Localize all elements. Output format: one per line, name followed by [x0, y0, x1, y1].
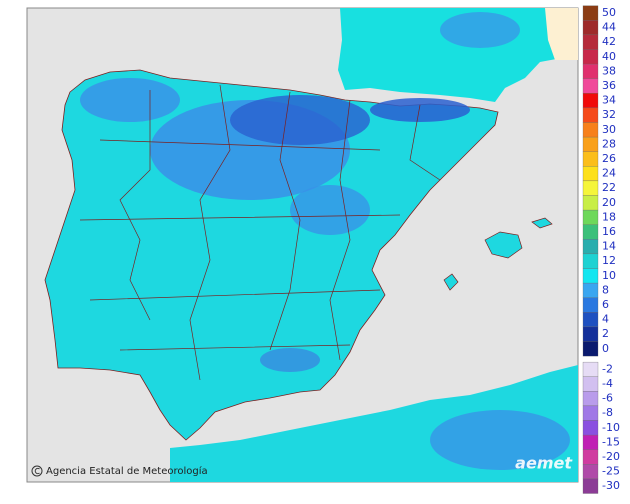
- legend-label: -15: [602, 435, 620, 448]
- legend-label: 42: [602, 35, 616, 48]
- legend-swatch: [582, 297, 599, 313]
- legend-label: 22: [602, 181, 616, 194]
- legend-swatch: [582, 312, 599, 328]
- legend-swatch: [582, 151, 599, 167]
- cold-area: [80, 78, 180, 122]
- cold-area: [290, 185, 370, 235]
- legend-label: 12: [602, 254, 616, 267]
- legend-swatch: [582, 434, 599, 450]
- legend-label: 16: [602, 225, 616, 238]
- credit-text: Agencia Estatal de Meteorología: [46, 465, 208, 477]
- legend-label: -6: [602, 392, 613, 405]
- legend-swatch: [582, 405, 599, 421]
- legend-label: -2: [602, 362, 613, 375]
- legend-swatch: [582, 478, 599, 494]
- legend-label: 32: [602, 108, 616, 121]
- beige-area: [545, 8, 578, 60]
- menorca: [531, 217, 553, 229]
- legend-swatch: [582, 224, 599, 240]
- legend-label: 20: [602, 196, 616, 209]
- legend-swatch: [582, 282, 599, 298]
- legend-swatch: [582, 136, 599, 152]
- legend-label: -4: [602, 377, 613, 390]
- legend-label: 28: [602, 137, 616, 150]
- legend-swatch: [582, 107, 599, 123]
- legend-swatch: [582, 5, 599, 21]
- legend-label: -8: [602, 406, 613, 419]
- cold-area: [230, 95, 370, 145]
- legend-label: 30: [602, 123, 616, 136]
- legend-swatch: [582, 63, 599, 79]
- legend-label: 4: [602, 313, 609, 326]
- legend-swatch: [582, 239, 599, 255]
- legend-label: -20: [602, 450, 620, 463]
- credit: Agencia Estatal de Meteorología aemet: [31, 454, 573, 477]
- legend-label: 38: [602, 64, 616, 77]
- legend-swatch: [582, 268, 599, 284]
- legend-label: 0: [602, 342, 609, 355]
- legend-label: 8: [602, 283, 609, 296]
- legend-label: 2: [602, 327, 609, 340]
- ibiza: [443, 273, 459, 291]
- legend-swatch: [582, 93, 599, 109]
- legend-swatch: [582, 209, 599, 225]
- legend-swatch: [582, 180, 599, 196]
- legend-label: 24: [602, 167, 616, 180]
- legend-label: 18: [602, 210, 616, 223]
- legend-swatch: [582, 449, 599, 465]
- logo-text: aemet: [515, 454, 573, 473]
- mallorca: [484, 231, 523, 259]
- legend-swatch: [582, 78, 599, 94]
- legend-swatch: [582, 122, 599, 138]
- copyright-icon: [34, 467, 40, 475]
- legend-label: -30: [602, 479, 620, 492]
- cold-area: [260, 348, 320, 372]
- legend-label: 36: [602, 79, 616, 92]
- legend-label: 6: [602, 298, 609, 311]
- legend-swatch: [582, 361, 599, 377]
- cold-area: [440, 12, 520, 48]
- legend-label: 34: [602, 94, 616, 107]
- map: [26, 7, 579, 483]
- legend-label: 10: [602, 269, 616, 282]
- borders: [79, 84, 441, 381]
- cold-area: [430, 410, 570, 470]
- legend-swatch: [582, 253, 599, 269]
- legend-swatch: [582, 166, 599, 182]
- legend: 5044424038363432302826242220181614121086…: [582, 5, 620, 494]
- legend-swatch: [582, 34, 599, 50]
- cold-area: [370, 98, 470, 122]
- legend-swatch: [582, 341, 599, 357]
- legend-swatch: [582, 49, 599, 65]
- legend-swatch: [582, 420, 599, 436]
- legend-swatch: [582, 391, 599, 407]
- legend-label: -25: [602, 465, 620, 478]
- legend-swatch: [582, 20, 599, 36]
- legend-swatch: [582, 464, 599, 480]
- legend-label: 26: [602, 152, 616, 165]
- legend-label: 50: [602, 6, 616, 19]
- legend-swatch: [582, 376, 599, 392]
- legend-label: 44: [602, 21, 616, 34]
- copyright-icon: [31, 465, 43, 477]
- legend-label: 14: [602, 240, 616, 253]
- legend-label: 40: [602, 50, 616, 63]
- legend-label: -10: [602, 421, 620, 434]
- legend-swatch: [582, 195, 599, 211]
- legend-swatch: [582, 326, 599, 342]
